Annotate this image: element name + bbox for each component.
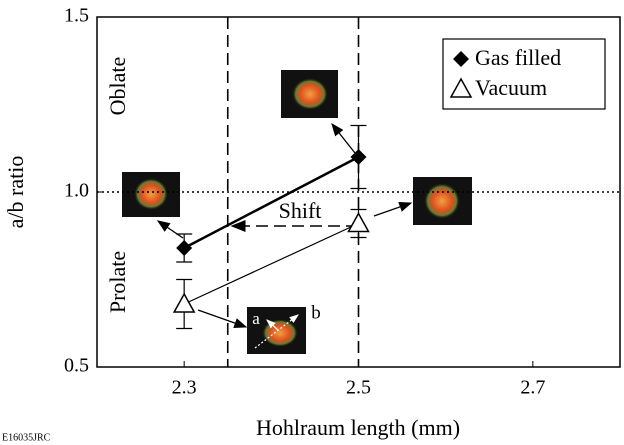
data-point <box>176 240 193 256</box>
legend-marker <box>449 77 473 98</box>
series-line <box>183 222 359 305</box>
footnote: E16035JRC <box>2 432 51 443</box>
y-tick-label: 1.0 <box>64 180 89 202</box>
annotation: Oblate <box>105 57 130 116</box>
data-point <box>172 292 196 313</box>
data-point <box>350 149 367 165</box>
legend-label: Gas filled <box>475 45 561 70</box>
y-tick-label: 0.5 <box>64 355 89 377</box>
y-axis-label: a/b ratio <box>3 156 28 229</box>
annotation: a <box>252 309 260 328</box>
y-tick-label: 1.5 <box>64 5 89 27</box>
data-point <box>347 211 370 233</box>
x-tick-label: 2.5 <box>346 377 371 399</box>
annotation: Shift <box>279 198 322 223</box>
x-tick-label: 2.3 <box>172 377 197 399</box>
series-line <box>183 155 360 250</box>
decor <box>122 70 472 354</box>
x-axis-label: Hohlraum length (mm) <box>256 415 460 440</box>
legend-label: Vacuum <box>475 75 547 100</box>
legend-marker <box>453 51 469 67</box>
annotation: Prolate <box>105 251 130 313</box>
annotation: b <box>311 302 321 323</box>
x-tick-label: 2.7 <box>520 377 545 399</box>
